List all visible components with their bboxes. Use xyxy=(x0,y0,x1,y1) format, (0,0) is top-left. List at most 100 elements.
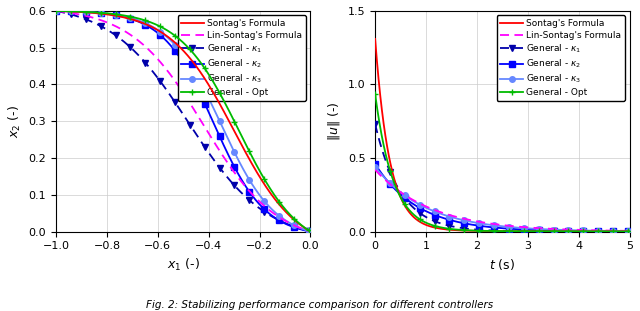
General - $\kappa_3$ xyxy=(202,91,210,95)
General - $\kappa_2$ xyxy=(541,229,549,232)
General - $\kappa_3$ xyxy=(52,9,60,13)
Sontag's Formula xyxy=(626,230,634,233)
General - $\kappa_3$ xyxy=(371,165,379,169)
Line: General - $\kappa_2$: General - $\kappa_2$ xyxy=(372,161,632,234)
General - $\kappa_3$ xyxy=(307,230,314,234)
Line: General - Opt: General - Opt xyxy=(52,7,314,235)
Legend: Sontag's Formula, Lin-Sontag's Formula, General - $\kappa_1$, General - $\kappa_: Sontag's Formula, Lin-Sontag's Formula, … xyxy=(177,16,306,101)
Line: Sontag's Formula: Sontag's Formula xyxy=(56,11,310,232)
Lin-Sontag's Formula xyxy=(118,27,125,31)
Sontag's Formula xyxy=(436,227,444,230)
General - $\kappa_3$ xyxy=(417,203,424,207)
General - $\kappa_3$ xyxy=(222,133,230,137)
Lin-Sontag's Formula xyxy=(97,18,105,22)
General - $\kappa_1$ xyxy=(97,24,105,28)
Legend: Sontag's Formula, Lin-Sontag's Formula, General - $\kappa_1$, General - $\kappa_: Sontag's Formula, Lin-Sontag's Formula, … xyxy=(497,16,625,101)
General - $\kappa_3$ xyxy=(436,212,444,216)
General - Opt xyxy=(244,146,252,150)
Line: General - $\kappa_3$: General - $\kappa_3$ xyxy=(372,164,632,234)
Line: Lin-Sontag's Formula: Lin-Sontag's Formula xyxy=(375,170,630,231)
Sontag's Formula xyxy=(244,154,252,158)
General - $\kappa_1$ xyxy=(222,174,230,178)
Lin-Sontag's Formula xyxy=(486,222,494,225)
General - $\kappa_1$ xyxy=(307,230,314,234)
General - Opt xyxy=(371,92,379,96)
Line: General - $\kappa_1$: General - $\kappa_1$ xyxy=(53,8,313,234)
Lin-Sontag's Formula xyxy=(521,225,529,229)
General - $\kappa_2$ xyxy=(626,230,634,233)
Y-axis label: $x_2$ (-): $x_2$ (-) xyxy=(7,105,23,138)
General - $\kappa_1$ xyxy=(436,221,444,225)
Lin-Sontag's Formula xyxy=(371,168,379,172)
General - Opt xyxy=(97,11,105,15)
General - $\kappa_2$ xyxy=(244,187,252,191)
General - $\kappa_1$ xyxy=(626,230,634,234)
Lin-Sontag's Formula xyxy=(626,229,634,233)
General - $\kappa_2$ xyxy=(436,215,444,219)
General - Opt xyxy=(167,31,175,35)
General - $\kappa_3$ xyxy=(486,223,494,227)
Lin-Sontag's Formula xyxy=(417,202,424,206)
General - $\kappa_1$ xyxy=(52,9,60,13)
Sontag's Formula xyxy=(167,38,175,41)
General - $\kappa_2$ xyxy=(222,148,230,152)
General - Opt xyxy=(222,103,230,107)
General - Opt xyxy=(521,230,529,233)
General - $\kappa_1$ xyxy=(244,197,252,201)
General - $\kappa_1$ xyxy=(118,38,125,42)
Line: General - $\kappa_3$: General - $\kappa_3$ xyxy=(53,8,313,234)
General - Opt xyxy=(52,9,60,13)
General - $\kappa_3$ xyxy=(563,228,570,232)
Lin-Sontag's Formula xyxy=(202,127,210,131)
General - $\kappa_1$ xyxy=(167,95,175,99)
General - Opt xyxy=(202,68,210,72)
Lin-Sontag's Formula xyxy=(222,159,230,162)
Sontag's Formula xyxy=(202,79,210,82)
General - Opt xyxy=(486,229,494,233)
Line: General - $\kappa_1$: General - $\kappa_1$ xyxy=(372,121,632,234)
General - $\kappa_3$ xyxy=(626,229,634,233)
General - Opt xyxy=(118,13,125,17)
General - Opt xyxy=(417,218,424,221)
General - $\kappa_2$ xyxy=(563,229,570,233)
General - $\kappa_2$ xyxy=(52,9,60,13)
Sontag's Formula xyxy=(118,15,125,19)
Sontag's Formula xyxy=(52,9,60,13)
Line: Sontag's Formula: Sontag's Formula xyxy=(375,39,630,231)
X-axis label: $x_1$ (-): $x_1$ (-) xyxy=(167,257,200,273)
General - $\kappa_2$ xyxy=(202,104,210,108)
General - $\kappa_2$ xyxy=(167,44,175,48)
General - $\kappa_2$ xyxy=(118,15,125,18)
Lin-Sontag's Formula xyxy=(244,187,252,191)
General - $\kappa_3$ xyxy=(118,14,125,18)
Lin-Sontag's Formula xyxy=(307,230,314,234)
Line: General - Opt: General - Opt xyxy=(372,91,633,235)
Lin-Sontag's Formula xyxy=(167,74,175,77)
General - $\kappa_2$ xyxy=(371,162,379,166)
Line: Lin-Sontag's Formula: Lin-Sontag's Formula xyxy=(56,11,310,232)
General - Opt xyxy=(626,230,634,233)
General - Opt xyxy=(541,230,549,233)
General - $\kappa_1$ xyxy=(521,230,529,233)
Sontag's Formula xyxy=(541,230,549,233)
General - $\kappa_2$ xyxy=(521,228,529,231)
General - $\kappa_1$ xyxy=(541,230,549,233)
Y-axis label: $\|u\|$ (-): $\|u\|$ (-) xyxy=(326,101,342,141)
General - $\kappa_2$ xyxy=(307,230,314,234)
General - $\kappa_3$ xyxy=(521,226,529,230)
General - $\kappa_2$ xyxy=(417,206,424,210)
Sontag's Formula xyxy=(97,12,105,16)
General - $\kappa_2$ xyxy=(97,11,105,15)
General - $\kappa_3$ xyxy=(541,227,549,231)
General - Opt xyxy=(563,230,570,233)
Lin-Sontag's Formula xyxy=(436,210,444,214)
General - $\kappa_1$ xyxy=(371,122,379,126)
General - $\kappa_3$ xyxy=(97,11,105,15)
Lin-Sontag's Formula xyxy=(563,228,570,231)
Lin-Sontag's Formula xyxy=(52,9,60,13)
X-axis label: $t$ (s): $t$ (s) xyxy=(490,257,515,272)
General - Opt xyxy=(307,230,314,234)
Sontag's Formula xyxy=(371,37,379,41)
Text: Fig. 2: Stabilizing performance comparison for different controllers: Fig. 2: Stabilizing performance comparis… xyxy=(147,300,493,310)
General - Opt xyxy=(436,225,444,229)
